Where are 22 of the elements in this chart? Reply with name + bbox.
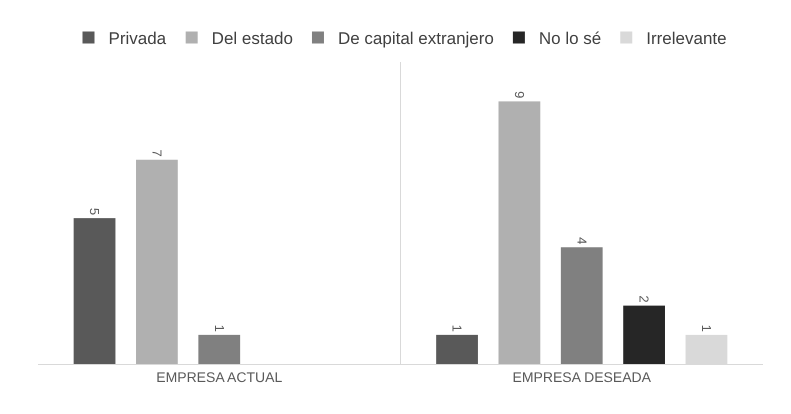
bar [198,334,240,364]
bar [74,218,116,364]
data-label: 1 [698,324,714,332]
bar [436,334,478,364]
data-label: 7 [149,150,164,157]
legend-label: Privada [108,29,167,48]
legend-label: No lo sé [538,29,602,48]
x-tick-label: EMPRESA ACTUAL [156,368,282,385]
data-label: 4 [574,237,590,244]
data-label: 2 [636,295,652,303]
legend-label: Del estado [212,29,293,48]
data-label: 1 [450,324,465,332]
bar [623,306,665,364]
data-label: 9 [512,91,527,98]
bar [560,247,603,364]
x-tick-label: EMPRESA DESEADA [512,368,652,385]
legend-label: Irrelevante [646,29,727,48]
data-label: 1 [212,324,227,332]
bar [498,101,540,364]
bar [136,160,178,364]
data-label: 5 [87,208,102,216]
legend-label: De capital extranjero [338,29,494,48]
